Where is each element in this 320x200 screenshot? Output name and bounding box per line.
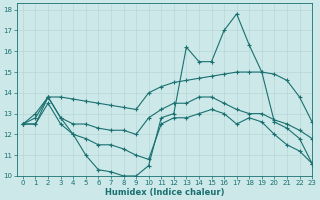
X-axis label: Humidex (Indice chaleur): Humidex (Indice chaleur) [105, 188, 224, 197]
